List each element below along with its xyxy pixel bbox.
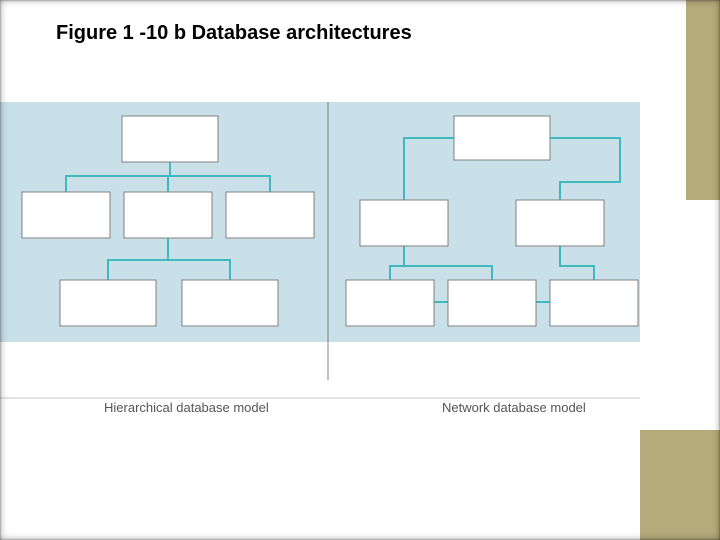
node-h-g1 bbox=[60, 280, 156, 326]
node-n-root bbox=[454, 116, 550, 160]
node-n-m1 bbox=[360, 200, 448, 246]
figure-title: Figure 1 -10 b Database architectures bbox=[56, 22, 412, 45]
decor-side-strip-top bbox=[686, 0, 720, 200]
node-n-b2 bbox=[448, 280, 536, 326]
node-h-root bbox=[122, 116, 218, 162]
node-n-b3 bbox=[550, 280, 638, 326]
node-n-b1 bbox=[346, 280, 434, 326]
node-h-g2 bbox=[182, 280, 278, 326]
diagram-panel bbox=[0, 102, 640, 412]
diagram-svg bbox=[0, 102, 640, 412]
decor-side-strip-bottom bbox=[640, 430, 720, 540]
node-h-c3 bbox=[226, 192, 314, 238]
caption-network: Network database model bbox=[442, 400, 586, 415]
caption-hierarchical: Hierarchical database model bbox=[104, 400, 269, 415]
node-h-c2 bbox=[124, 192, 212, 238]
node-n-m2 bbox=[516, 200, 604, 246]
node-h-c1 bbox=[22, 192, 110, 238]
